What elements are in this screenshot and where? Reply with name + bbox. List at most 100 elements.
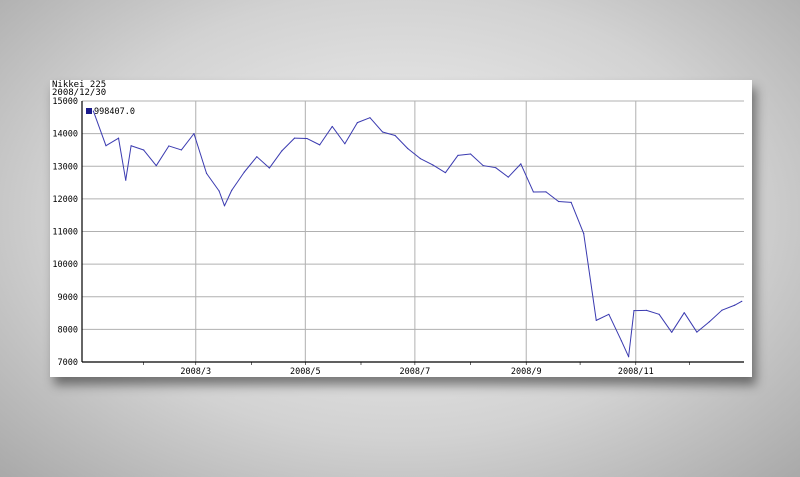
- series-segment: [558, 200, 572, 203]
- series-segment: [125, 145, 132, 181]
- data-point: [369, 117, 371, 119]
- data-point: [218, 190, 220, 192]
- y-tick-label: 13000: [52, 162, 78, 172]
- y-tick-label: 7000: [58, 358, 78, 368]
- data-point: [92, 110, 94, 112]
- data-point: [595, 319, 597, 321]
- y-tick-label: 9000: [58, 293, 78, 303]
- data-point: [205, 172, 208, 174]
- data-point: [620, 340, 623, 342]
- x-tick-label: 2008/5: [290, 367, 321, 377]
- y-tick-label: 12000: [52, 195, 78, 205]
- series-segment: [394, 135, 409, 149]
- y-tick-label: 8000: [58, 325, 78, 335]
- data-point: [319, 144, 321, 146]
- series-segment: [570, 202, 585, 234]
- series-segment: [382, 131, 396, 136]
- series-segment: [369, 117, 383, 133]
- series-segment: [281, 137, 295, 152]
- series-segment: [608, 314, 622, 342]
- series-segment: [721, 304, 735, 311]
- data-point: [281, 150, 283, 152]
- series-segment: [130, 145, 144, 151]
- series-segment: [407, 148, 421, 159]
- data-point: [545, 191, 547, 193]
- data-point: [457, 154, 459, 156]
- data-point: [256, 156, 258, 158]
- series-segment: [483, 165, 496, 169]
- data-point: [143, 149, 145, 151]
- data-point: [532, 191, 535, 193]
- data-point: [117, 137, 120, 139]
- series-segment: [734, 300, 742, 306]
- legend-label: 998407.0: [94, 107, 135, 117]
- series-segment: [268, 150, 283, 169]
- data-point: [570, 201, 572, 203]
- data-point: [658, 313, 660, 315]
- data-point: [741, 300, 743, 302]
- line-chart: 7000 8000 9000 10000 11000 12000 13000 14000 150…: [52, 97, 744, 377]
- data-point: [495, 167, 497, 169]
- series-segment: [193, 133, 208, 174]
- chart-title: Nikkei 225: [52, 80, 107, 90]
- data-point: [168, 145, 170, 147]
- data-point: [671, 331, 673, 333]
- data-point: [381, 131, 384, 133]
- data-point: [419, 157, 421, 160]
- data-point: [721, 309, 723, 311]
- data-point: [180, 149, 182, 151]
- data-point: [130, 145, 132, 147]
- chart-date: 2008/12/30: [52, 88, 107, 98]
- series-segment: [432, 164, 446, 174]
- data-point: [482, 164, 484, 167]
- series-segment: [683, 312, 698, 333]
- series-segment: [444, 155, 459, 173]
- y-tick-label: 11000: [52, 228, 78, 238]
- y-tick-label: 10000: [52, 260, 78, 270]
- series-segment: [628, 310, 635, 357]
- data-point: [223, 205, 226, 207]
- data-point: [432, 164, 434, 166]
- series-segment: [658, 314, 673, 333]
- data-point: [193, 133, 195, 135]
- series-segment: [105, 137, 119, 147]
- data-point: [306, 137, 308, 140]
- series-segment: [319, 126, 333, 146]
- data-point: [331, 125, 333, 128]
- series-segment: [143, 149, 157, 167]
- series-segment: [231, 171, 245, 191]
- data-point: [696, 331, 698, 333]
- data-point: [394, 134, 396, 137]
- series-segment: [180, 133, 195, 151]
- data-point: [243, 171, 245, 173]
- series-segment: [331, 126, 346, 145]
- series-segment: [306, 138, 320, 146]
- series-segment: [696, 321, 710, 333]
- data-point: [683, 312, 685, 314]
- series-segment: [168, 145, 182, 151]
- series-segment: [457, 153, 471, 156]
- series-segment: [596, 313, 610, 321]
- series-segment: [583, 233, 597, 321]
- data-point: [231, 189, 233, 191]
- data-point: [583, 232, 585, 235]
- x-tick-label: 2008/11: [618, 367, 654, 377]
- data-point: [627, 356, 630, 358]
- series-segment: [155, 145, 170, 166]
- series-segment: [92, 110, 107, 146]
- data-point: [507, 176, 509, 178]
- series-segment: [218, 190, 225, 206]
- series-segment: [243, 156, 258, 173]
- data-point: [557, 200, 560, 203]
- data-point: [268, 167, 270, 169]
- series-segment: [206, 173, 220, 192]
- series-segment: [545, 191, 559, 202]
- data-point: [633, 309, 635, 312]
- data-point: [520, 163, 522, 165]
- series-segment: [495, 167, 509, 178]
- data-point: [733, 304, 736, 306]
- series-segment: [420, 158, 434, 166]
- data-point: [105, 145, 107, 147]
- data-point: [344, 143, 346, 145]
- series-segment: [671, 312, 685, 333]
